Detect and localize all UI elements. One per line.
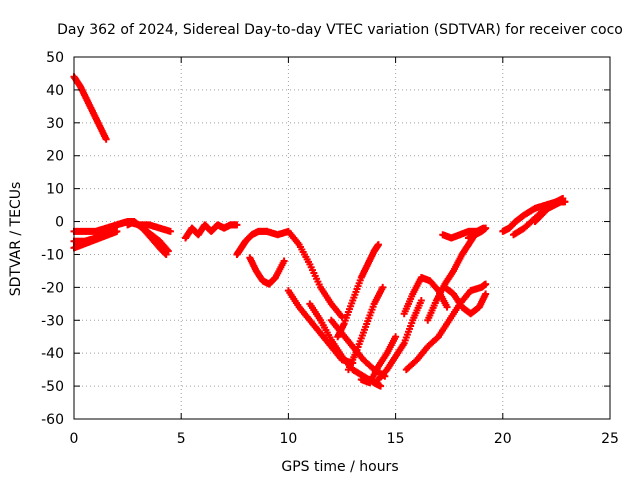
y-tick-label: -40 [41, 346, 64, 362]
data-point [482, 224, 490, 232]
series-track-3 [70, 218, 174, 235]
x-tick-label: 5 [177, 431, 186, 447]
y-tick-label: 10 [46, 182, 64, 198]
series-track-16 [374, 297, 425, 384]
series-track-4 [124, 218, 170, 258]
x-axis-title: GPS time / hours [281, 459, 398, 475]
series-track-5 [70, 227, 121, 252]
data-point [162, 250, 170, 258]
data-point [379, 283, 387, 291]
series-track-6 [181, 221, 241, 242]
data-point [443, 303, 451, 311]
data-point [561, 198, 569, 206]
series-track-17 [400, 273, 451, 318]
y-axis-title: SDTVAR / TECUs [8, 182, 24, 297]
series-track-25 [531, 198, 569, 226]
y-tick-label: -50 [41, 379, 64, 395]
data-point [374, 241, 382, 249]
y-tick-label: 0 [55, 215, 64, 231]
data-point [233, 221, 241, 229]
data-point [280, 257, 288, 265]
y-tick-label: 30 [46, 116, 64, 132]
series-track-1 [70, 73, 110, 143]
y-tick-label: -20 [41, 280, 64, 296]
y-tick-label: 50 [46, 50, 64, 66]
series-track-7 [233, 227, 271, 258]
series-track-22 [464, 224, 490, 242]
data-point [392, 333, 400, 341]
series-track-20 [441, 283, 490, 318]
data-point [417, 297, 425, 305]
plot-frame [73, 56, 611, 420]
x-tick-label: 0 [70, 431, 79, 447]
data-point [482, 280, 490, 288]
y-tick-label: 20 [46, 149, 64, 165]
data-point [166, 227, 174, 235]
y-tick-label: 40 [46, 83, 64, 99]
chart-title: Day 362 of 2024, Sidereal Day-to-day VTE… [57, 22, 623, 38]
series-track-13 [334, 241, 382, 341]
y-tick-label: -30 [41, 313, 64, 329]
series-track-14 [344, 283, 387, 374]
y-tick-label: -10 [41, 247, 64, 263]
data-point [377, 382, 385, 390]
series-track-8 [246, 254, 288, 288]
y-tick-label: -60 [41, 412, 64, 428]
data-point [482, 290, 490, 298]
data-point [102, 135, 110, 143]
x-tick-label: 10 [279, 431, 297, 447]
series-track-9 [263, 227, 346, 321]
series-track-15 [357, 333, 400, 387]
data-point [113, 227, 121, 235]
x-tick-label: 15 [387, 431, 405, 447]
x-tick-label: 20 [494, 431, 512, 447]
x-tick-label: 25 [601, 431, 619, 447]
